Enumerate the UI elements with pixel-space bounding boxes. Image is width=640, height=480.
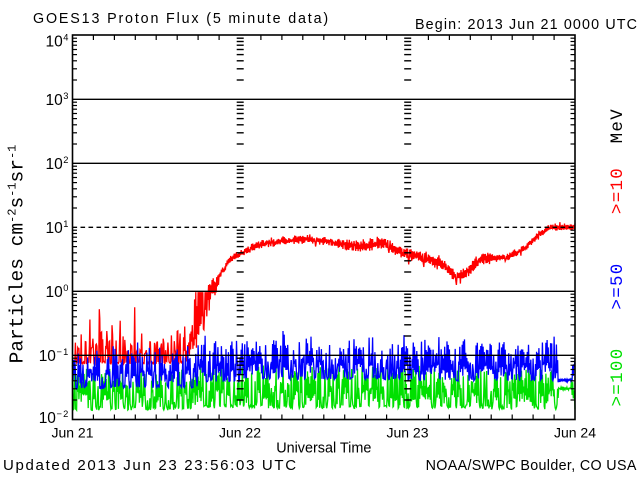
svg-text:10: 10 <box>39 410 57 427</box>
svg-text:>=50: >=50 <box>608 262 628 309</box>
svg-text:10: 10 <box>46 220 64 237</box>
svg-text:10: 10 <box>39 348 57 365</box>
svg-text:10: 10 <box>46 156 64 173</box>
svg-text:10: 10 <box>46 284 64 301</box>
svg-text:1: 1 <box>63 219 68 229</box>
svg-text:2: 2 <box>63 155 68 165</box>
svg-text:MeV: MeV <box>608 108 628 143</box>
svg-text:0: 0 <box>63 283 68 293</box>
svg-text:−1: −1 <box>57 347 70 357</box>
svg-text:Jun 22: Jun 22 <box>219 425 261 441</box>
svg-text:Updated 2013 Jun 23 23:56:03 U: Updated 2013 Jun 23 23:56:03 UTC <box>3 457 298 474</box>
svg-text:Jun 21: Jun 21 <box>51 425 93 441</box>
svg-text:Begin: 2013 Jun 21 0000 UTC: Begin: 2013 Jun 21 0000 UTC <box>415 17 638 33</box>
svg-text:NOAA/SWPC Boulder, CO USA: NOAA/SWPC Boulder, CO USA <box>426 458 637 474</box>
svg-text:10: 10 <box>46 92 64 109</box>
svg-text:>=100: >=100 <box>608 347 628 406</box>
svg-text:GOES13 Proton Flux (5 minute d: GOES13 Proton Flux (5 minute data) <box>33 11 330 27</box>
svg-text:3: 3 <box>63 91 68 101</box>
svg-text:Universal Time: Universal Time <box>276 441 371 457</box>
svg-text:Jun 24: Jun 24 <box>554 425 596 441</box>
svg-text:4: 4 <box>63 33 68 43</box>
svg-text:Particles cm-2s-1sr-1: Particles cm-2s-1sr-1 <box>6 145 29 364</box>
svg-text:Jun 23: Jun 23 <box>386 425 428 441</box>
svg-text:−2: −2 <box>57 409 70 419</box>
svg-text:10: 10 <box>46 33 64 50</box>
svg-text:>=10: >=10 <box>608 167 628 214</box>
